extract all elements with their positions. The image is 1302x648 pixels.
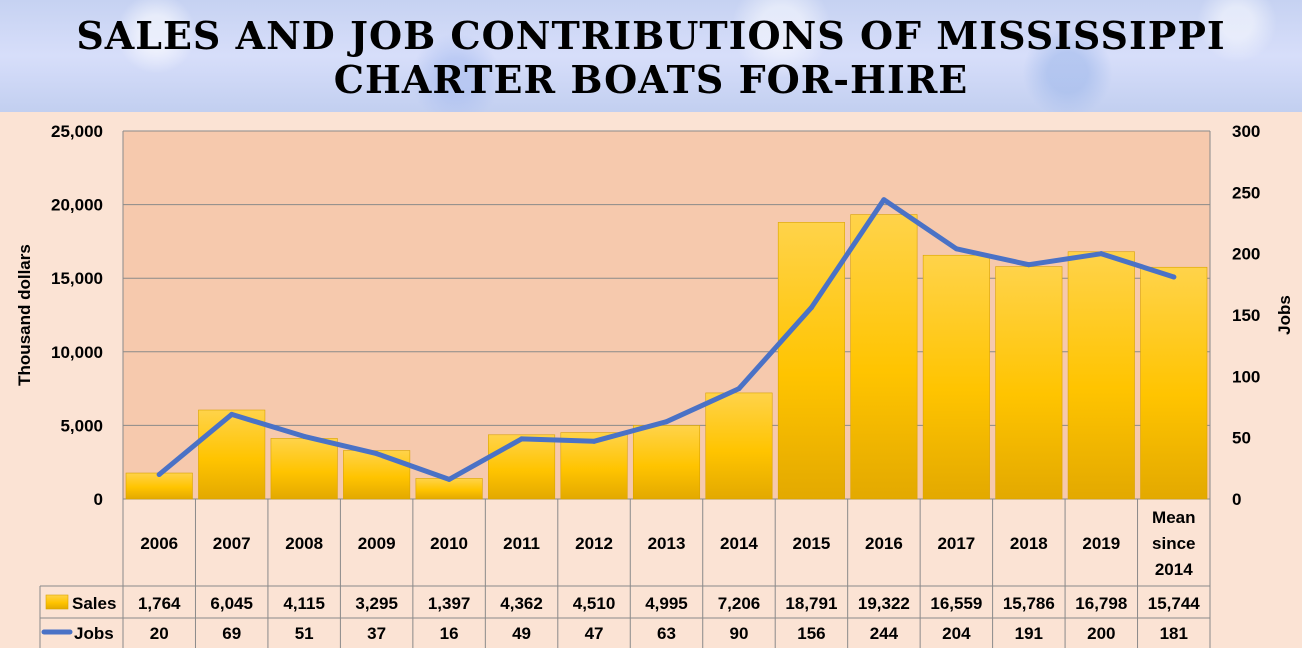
data-label-jobs: 63 <box>657 624 676 643</box>
data-label-sales: 1,764 <box>138 594 181 613</box>
bar-sales <box>850 214 918 500</box>
point-jobs <box>156 471 162 477</box>
data-label-sales: 19,322 <box>858 594 910 613</box>
x-tick-label: 2008 <box>285 534 323 553</box>
data-label-jobs: 37 <box>367 624 386 643</box>
data-label-sales: 4,995 <box>645 594 688 613</box>
y2-tick-label: 300 <box>1232 122 1260 141</box>
point-jobs <box>1171 274 1177 280</box>
y-tick-label: 20,000 <box>51 196 103 215</box>
x-tick-label: since <box>1152 534 1195 553</box>
data-label-jobs: 156 <box>797 624 825 643</box>
chart-title: SALES AND JOB CONTRIBUTIONS OF MISSISSIP… <box>0 14 1302 102</box>
bar-sales <box>705 392 773 500</box>
x-tick-label: 2014 <box>720 534 758 553</box>
bar-sales <box>922 254 990 500</box>
data-label-sales: 16,798 <box>1075 594 1127 613</box>
point-jobs <box>446 476 452 482</box>
chart-title-line-2: CHARTER BOATS FOR-HIRE <box>333 57 969 102</box>
x-tick-label: Mean <box>1152 508 1195 527</box>
point-jobs <box>881 197 887 203</box>
x-tick-label: 2014 <box>1155 560 1193 579</box>
data-label-jobs: 20 <box>150 624 169 643</box>
point-jobs <box>664 419 669 425</box>
y2-tick-label: 200 <box>1232 245 1260 264</box>
y-tick-label: 5,000 <box>60 416 103 435</box>
data-label-jobs: 47 <box>585 624 604 643</box>
bar-sales <box>198 409 266 500</box>
point-jobs <box>229 411 235 417</box>
data-label-sales: 4,510 <box>573 594 616 613</box>
y2-tick-label: 100 <box>1232 367 1260 386</box>
y-tick-label: 0 <box>94 490 103 509</box>
y-tick-label: 25,000 <box>51 122 103 141</box>
data-label-jobs: 181 <box>1160 624 1188 643</box>
x-tick-label: 2013 <box>648 534 686 553</box>
y-axis-label: Thousand dollars <box>15 244 34 386</box>
data-label-sales: 15,744 <box>1148 594 1201 613</box>
chart-title-line-1: SALES AND JOB CONTRIBUTIONS OF MISSISSIP… <box>76 13 1226 58</box>
bar-sales <box>270 438 338 500</box>
point-jobs <box>591 438 597 444</box>
data-label-sales: 6,045 <box>210 594 253 613</box>
point-jobs <box>953 246 959 252</box>
data-label-sales: 7,206 <box>718 594 761 613</box>
data-label-sales: 3,295 <box>355 594 398 613</box>
bar-sales <box>488 434 556 500</box>
point-jobs <box>374 451 380 457</box>
x-tick-label: 2011 <box>503 534 540 553</box>
data-label-jobs: 49 <box>512 624 531 643</box>
x-tick-label: 2018 <box>1010 534 1048 553</box>
x-tick-label: 2016 <box>865 534 903 553</box>
data-label-jobs: 51 <box>295 624 314 643</box>
data-label-sales: 15,786 <box>1003 594 1055 613</box>
point-jobs <box>1026 262 1032 268</box>
y2-tick-label: 0 <box>1232 490 1241 509</box>
legend-label-jobs: Jobs <box>74 624 114 643</box>
bar-sales <box>1067 251 1135 500</box>
point-jobs <box>1098 251 1104 257</box>
x-tick-label: 2012 <box>575 534 613 553</box>
legend-key-sales <box>45 594 69 610</box>
x-tick-label: 2010 <box>430 534 468 553</box>
data-label-sales: 4,115 <box>283 594 325 613</box>
point-jobs <box>519 436 525 442</box>
bar-sales <box>632 425 701 500</box>
data-label-jobs: 244 <box>870 624 899 643</box>
point-jobs <box>808 305 814 311</box>
y2-tick-label: 250 <box>1232 183 1260 202</box>
data-label-jobs: 200 <box>1087 624 1115 643</box>
data-label-jobs: 69 <box>222 624 241 643</box>
x-tick-label: 2019 <box>1082 534 1120 553</box>
point-jobs <box>301 433 307 439</box>
x-tick-label: 2006 <box>140 534 178 553</box>
data-label-jobs: 90 <box>730 624 749 643</box>
y2-tick-label: 50 <box>1232 429 1251 448</box>
bar-sales <box>1140 266 1208 500</box>
y-tick-label: 10,000 <box>51 343 103 362</box>
bar-sales <box>995 266 1063 500</box>
x-tick-label: 2007 <box>213 534 251 553</box>
x-tick-label: 2009 <box>358 534 396 553</box>
x-tick-label: 2017 <box>937 534 975 553</box>
data-label-jobs: 191 <box>1015 624 1043 643</box>
x-tick-label: 2015 <box>793 534 831 553</box>
data-label-jobs: 204 <box>942 624 971 643</box>
data-label-sales: 4,362 <box>500 594 543 613</box>
y-tick-label: 15,000 <box>51 269 103 288</box>
data-label-sales: 16,559 <box>930 594 982 613</box>
data-label-sales: 18,791 <box>785 594 837 613</box>
y2-axis-label: Jobs <box>1275 295 1294 335</box>
data-label-sales: 1,397 <box>428 594 471 613</box>
legend-label-sales: Sales <box>72 594 116 613</box>
title-banner <box>0 0 1302 112</box>
data-label-jobs: 16 <box>440 624 459 643</box>
bar-sales <box>343 450 411 500</box>
bar-sales <box>777 222 845 500</box>
y2-tick-label: 150 <box>1232 306 1260 325</box>
point-jobs <box>736 386 742 392</box>
